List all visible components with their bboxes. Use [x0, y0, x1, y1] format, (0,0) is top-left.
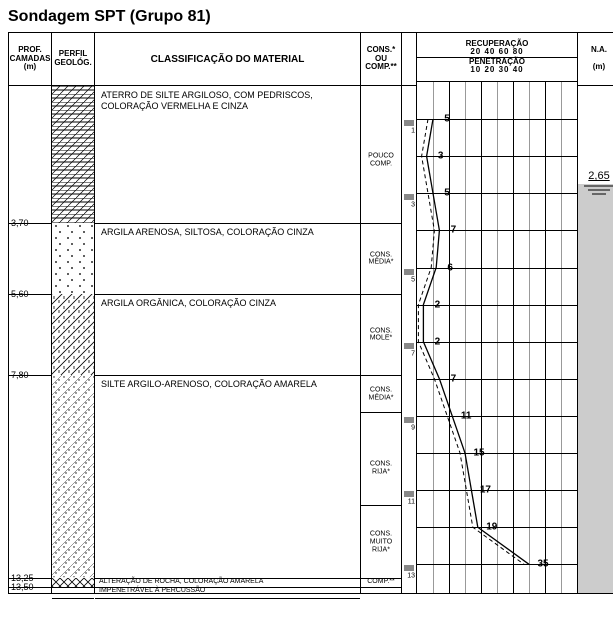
hdr-cons-l1: CONS.*	[367, 45, 395, 54]
meter-tick	[404, 491, 414, 497]
consistency-label: CONS.MÉDIA*	[361, 386, 401, 401]
spt-value: 7	[451, 373, 457, 384]
hdr-na-l1: N.A.	[591, 45, 607, 54]
spt-value: 2	[435, 336, 441, 347]
hdr-na: N.A. (m)	[578, 33, 613, 86]
profile-hatch	[52, 587, 94, 599]
consistency-label: CONS.RIJA*	[361, 460, 401, 475]
col-class: CLASSIFICAÇÃO DO MATERIAL ATERRO DE SILT…	[95, 33, 361, 593]
meter-tick-num: 5	[411, 276, 415, 283]
hdr-graph: RECUPERAÇÃO 20 40 60 80 PENETRAÇÃO 10 20…	[417, 33, 577, 82]
spt-value: 7	[451, 225, 457, 236]
col-prof: PROF. CAMADAS (m) 3,705,607,8013,2513,50	[9, 33, 52, 593]
meter-tick	[404, 120, 414, 126]
hdr-perfil-l2: GEOLÓG.	[54, 58, 91, 67]
meter-tick-num: 3	[411, 202, 415, 209]
hdr-cons-l2: OU	[375, 54, 387, 63]
consistency-label: COMP.**	[361, 578, 401, 586]
spt-value: 2	[435, 299, 441, 310]
col-ticks: 135791113	[402, 33, 417, 593]
meter-tick-num: 7	[411, 350, 415, 357]
material-row: ARGILA ARENOSA, SILTOSA, COLORAÇÃO CINZA	[95, 223, 360, 294]
spt-value: 11	[461, 410, 472, 421]
consistency-label: CONS.MOLE*	[361, 327, 401, 342]
spt-log: PROF. CAMADAS (m) 3,705,607,8013,2513,50…	[8, 32, 613, 594]
consistency-label: POUCOCOMP.	[361, 153, 401, 168]
material-row: IMPENETRÁVEL À PERCUSSÃO	[95, 587, 360, 599]
hdr-ticks	[402, 33, 416, 86]
profile-hatch	[52, 86, 94, 224]
depth-label: 3,70	[11, 218, 29, 228]
hdr-cons: CONS.* OU COMP.**	[361, 33, 401, 86]
page-title: Sondagem SPT (Grupo 81)	[8, 8, 613, 26]
spt-value: 3	[438, 151, 444, 162]
spt-value: 19	[486, 522, 497, 533]
meter-tick-num: 1	[411, 128, 415, 135]
material-row: ATERRO DE SILTE ARGILOSO, COM PEDRISCOS,…	[95, 86, 360, 224]
profile-hatch	[52, 294, 94, 377]
depth-label: 5,60	[11, 289, 29, 299]
hdr-perfil: PERFIL GEOLÓG.	[52, 33, 94, 86]
spt-value: 6	[447, 262, 453, 273]
spt-value: 5	[444, 188, 450, 199]
depth-label: 13,50	[11, 582, 34, 592]
spt-value: 17	[480, 485, 491, 496]
consistency-label: CONS.MUITO RIJA*	[361, 531, 401, 554]
meter-tick	[404, 343, 414, 349]
meter-tick	[404, 194, 414, 200]
hdr-perfil-l1: PERFIL	[59, 49, 87, 58]
hdr-prof: PROF. CAMADAS (m)	[9, 33, 51, 86]
profile-hatch	[52, 375, 94, 578]
col-cons: CONS.* OU COMP.** POUCOCOMP. CONS.MÉDIA* C…	[361, 33, 402, 593]
meter-tick-num: 13	[407, 573, 415, 580]
col-perfil: PERFIL GEOLÓG.	[52, 33, 95, 593]
col-graph: RECUPERAÇÃO 20 40 60 80 PENETRAÇÃO 10 20…	[417, 33, 578, 593]
hdr-class: CLASSIFICAÇÃO DO MATERIAL	[95, 33, 360, 86]
consistency-label: CONS.MÉDIA*	[361, 251, 401, 266]
hdr-rec-ticks: 20 40 60 80	[470, 47, 523, 56]
water-level-value: 2,65	[578, 170, 613, 182]
meter-tick	[404, 269, 414, 275]
water-level-fill	[578, 184, 613, 593]
profile-hatch	[52, 223, 94, 294]
hdr-class-text: CLASSIFICAÇÃO DO MATERIAL	[151, 54, 305, 65]
hdr-na-l2: (m)	[593, 62, 605, 71]
material-row: SILTE ARGILO-ARENOSO, COLORAÇÃO AMARELA	[95, 375, 360, 578]
spt-value: 15	[473, 448, 484, 459]
spt-value: 5	[444, 114, 450, 125]
hdr-prof-l3: (m)	[24, 62, 36, 71]
hdr-prof-l2: CAMADAS	[10, 54, 51, 63]
meter-tick-num: 9	[411, 424, 415, 431]
depth-label: 7,80	[11, 370, 29, 380]
hdr-cons-l3: COMP.**	[365, 62, 396, 71]
meter-tick	[404, 417, 414, 423]
spt-value: 35	[537, 559, 548, 570]
material-row: ARGILA ORGÂNICA, COLORAÇÃO CINZA	[95, 294, 360, 377]
hdr-pen-ticks: 10 20 30 40	[470, 65, 523, 74]
col-na: N.A. (m) 2,65	[578, 33, 613, 593]
hdr-prof-l1: PROF.	[18, 45, 42, 54]
meter-tick	[404, 565, 414, 571]
meter-tick-num: 11	[408, 499, 415, 506]
